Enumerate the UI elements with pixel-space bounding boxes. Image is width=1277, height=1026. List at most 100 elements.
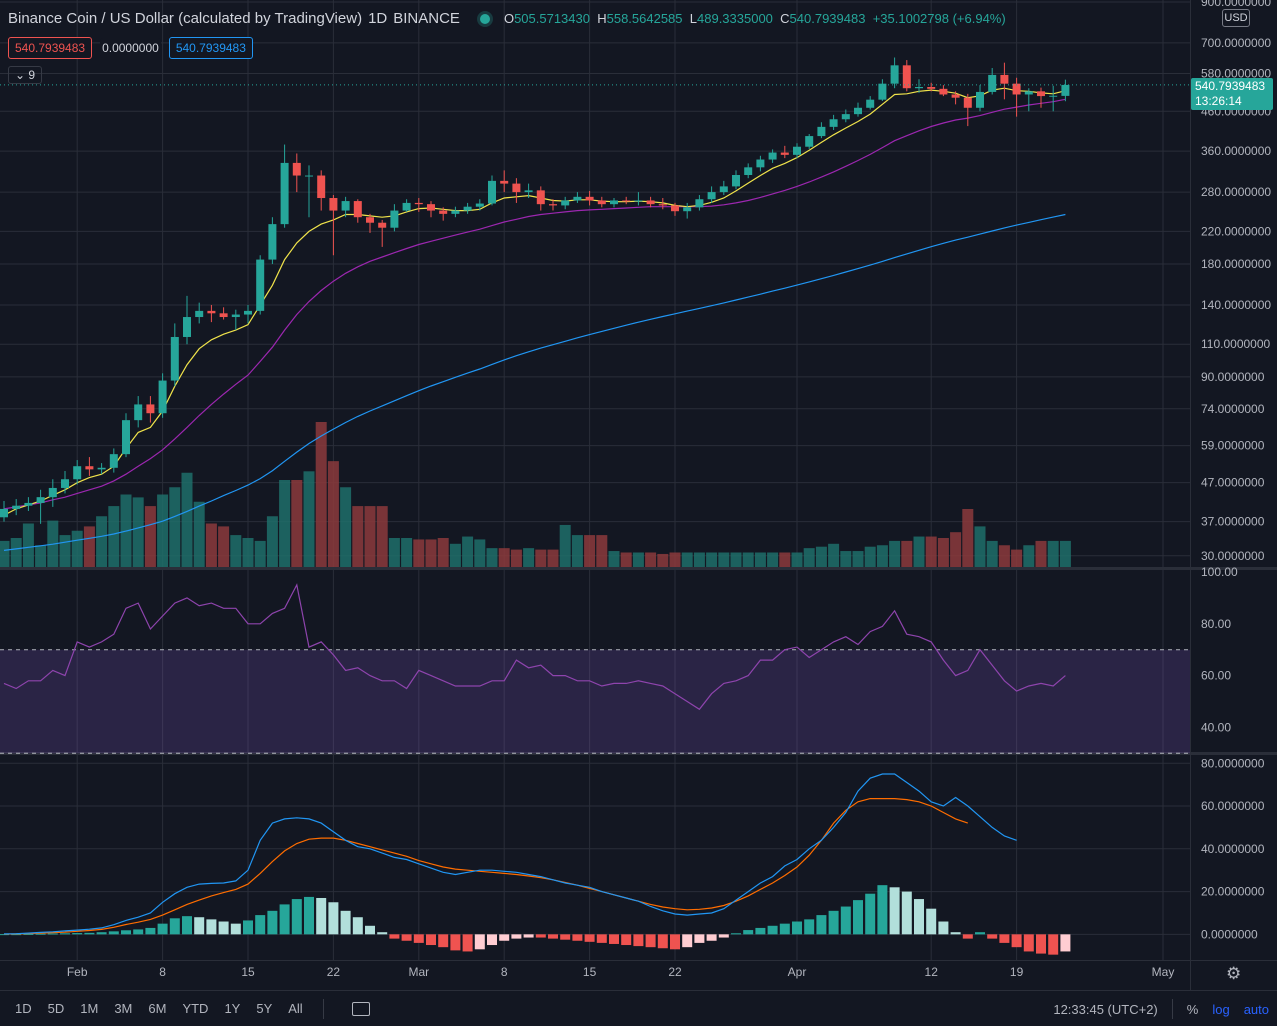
time-tick-label: 22: [668, 965, 682, 979]
open-label: O: [503, 11, 515, 26]
interval-label[interactable]: 1D: [368, 10, 388, 27]
low-label: L: [689, 11, 697, 26]
macd-histogram-bar: [926, 908, 937, 935]
indicator-chip-blue[interactable]: 540.7939483: [168, 37, 253, 59]
macd-histogram-bar: [609, 934, 619, 944]
percent-scale-button[interactable]: %: [1186, 1001, 1199, 1017]
macd-histogram-bar: [499, 934, 510, 941]
macd-histogram-bar: [47, 933, 58, 935]
macd-histogram-bar: [340, 910, 351, 935]
volume-bar: [547, 549, 559, 567]
candle-body: [622, 200, 631, 202]
macd-histogram-bar: [438, 934, 449, 948]
price-tick-label: 140.0000000: [1201, 298, 1271, 312]
volume-bar: [974, 526, 986, 567]
macd-histogram-bar: [1060, 934, 1071, 952]
candle-body: [829, 119, 838, 127]
macd-histogram-bar: [267, 910, 278, 935]
symbol-name[interactable]: Binance Coin / US Dollar (calculated by …: [8, 10, 363, 27]
candle-body: [427, 204, 435, 211]
volume-bar: [742, 552, 754, 567]
candle-body: [122, 420, 130, 455]
price-tick-label: 30.0000000: [1201, 549, 1265, 563]
price-tick-label: 280.0000000: [1201, 185, 1271, 199]
macd-histogram-bar: [682, 934, 693, 948]
volume-bar: [157, 494, 169, 567]
candle-body: [744, 167, 753, 176]
volume-bar: [815, 546, 827, 567]
chart-canvas[interactable]: 30.0000000 37.0000000 47.0000000 59.0000000…: [0, 0, 1277, 990]
macd-histogram-bar: [657, 934, 668, 949]
range-1m[interactable]: 1M: [80, 1001, 99, 1016]
range-3m[interactable]: 3M: [114, 1001, 133, 1016]
candle-body: [12, 505, 21, 509]
macd-histogram-bar: [694, 934, 705, 943]
calendar-icon[interactable]: [351, 1001, 370, 1016]
macd-histogram-bar: [901, 891, 912, 935]
macd-histogram-bar: [828, 910, 839, 935]
time-tick-label: May: [1152, 965, 1175, 979]
volume-bar: [462, 536, 474, 567]
gear-icon[interactable]: ⚙: [1226, 964, 1242, 983]
volume-bar: [1059, 540, 1071, 567]
range-6m[interactable]: 6M: [148, 1001, 167, 1016]
candle-body: [1024, 91, 1033, 95]
log-scale-button[interactable]: log: [1212, 1001, 1230, 1017]
macd-histogram-bar: [96, 932, 107, 935]
candle-body: [366, 217, 374, 223]
volume-bar: [376, 506, 388, 567]
macd-histogram-bar: [816, 915, 827, 935]
macd-histogram-bar: [243, 920, 253, 935]
range-all[interactable]: All: [288, 1001, 303, 1016]
volume-bar: [169, 487, 181, 567]
volume-bar: [1047, 540, 1059, 567]
bottom-toolbar: 1D 5D 1M 3M 6M YTD 1Y 5Y All 12:33:45 (U…: [0, 990, 1277, 1026]
candle-body: [549, 204, 557, 206]
candle-body: [305, 175, 313, 177]
macd-histogram-bar: [11, 934, 22, 936]
candle-body: [219, 313, 228, 318]
volume-bar: [132, 497, 144, 567]
volume-bar: [291, 480, 303, 567]
volume-bar: [535, 549, 547, 567]
ma-short-line: [3, 87, 1066, 516]
volume-bar: [498, 548, 510, 567]
ma-long-line: [3, 213, 1066, 551]
range-ytd[interactable]: YTD: [182, 1001, 209, 1016]
range-5d[interactable]: 5D: [47, 1001, 65, 1016]
candle-body: [841, 114, 850, 120]
price-tick-label: 110.0000000: [1201, 337, 1271, 351]
macd-histogram-bar: [523, 934, 534, 938]
auto-scale-button[interactable]: auto: [1243, 1001, 1269, 1017]
volume-bar: [571, 535, 583, 567]
macd-histogram-bar: [755, 927, 766, 935]
macd-histogram-bar: [987, 934, 998, 939]
macd-histogram-bar: [279, 904, 290, 935]
currency-button[interactable]: USD: [1222, 9, 1250, 27]
range-5y[interactable]: 5Y: [256, 1001, 273, 1016]
range-1d[interactable]: 1D: [15, 1001, 32, 1016]
clock-time[interactable]: 12:33:45 (UTC+2): [1053, 1001, 1158, 1017]
rsi-tick-label: 60.00: [1201, 669, 1231, 683]
volume-bar: [620, 552, 632, 567]
volume-bar: [181, 472, 193, 567]
indicators-collapse-button[interactable]: ⌄ 9: [8, 66, 43, 84]
indicator-chip-red[interactable]: 540.7939483: [8, 37, 93, 59]
range-1y[interactable]: 1Y: [224, 1001, 241, 1016]
macd-histogram-bar: [72, 933, 83, 935]
change-value: +35.1002798 (+6.94%): [872, 11, 1006, 26]
macd-histogram-bar: [511, 934, 522, 939]
rsi-tick-label: 40.00: [1201, 720, 1231, 734]
macd-histogram-bar: [145, 927, 156, 935]
volume-bar: [669, 552, 681, 567]
volume-bar: [279, 480, 291, 567]
candle-body: [24, 502, 33, 506]
time-tick-label: 15: [241, 965, 255, 979]
macd-histogram-bar: [718, 934, 729, 938]
volume-bar: [474, 539, 486, 567]
volume-bar: [401, 538, 413, 567]
low-value: 489.3335000: [697, 11, 773, 26]
volume-bar: [303, 471, 315, 567]
candle-body: [414, 202, 423, 205]
